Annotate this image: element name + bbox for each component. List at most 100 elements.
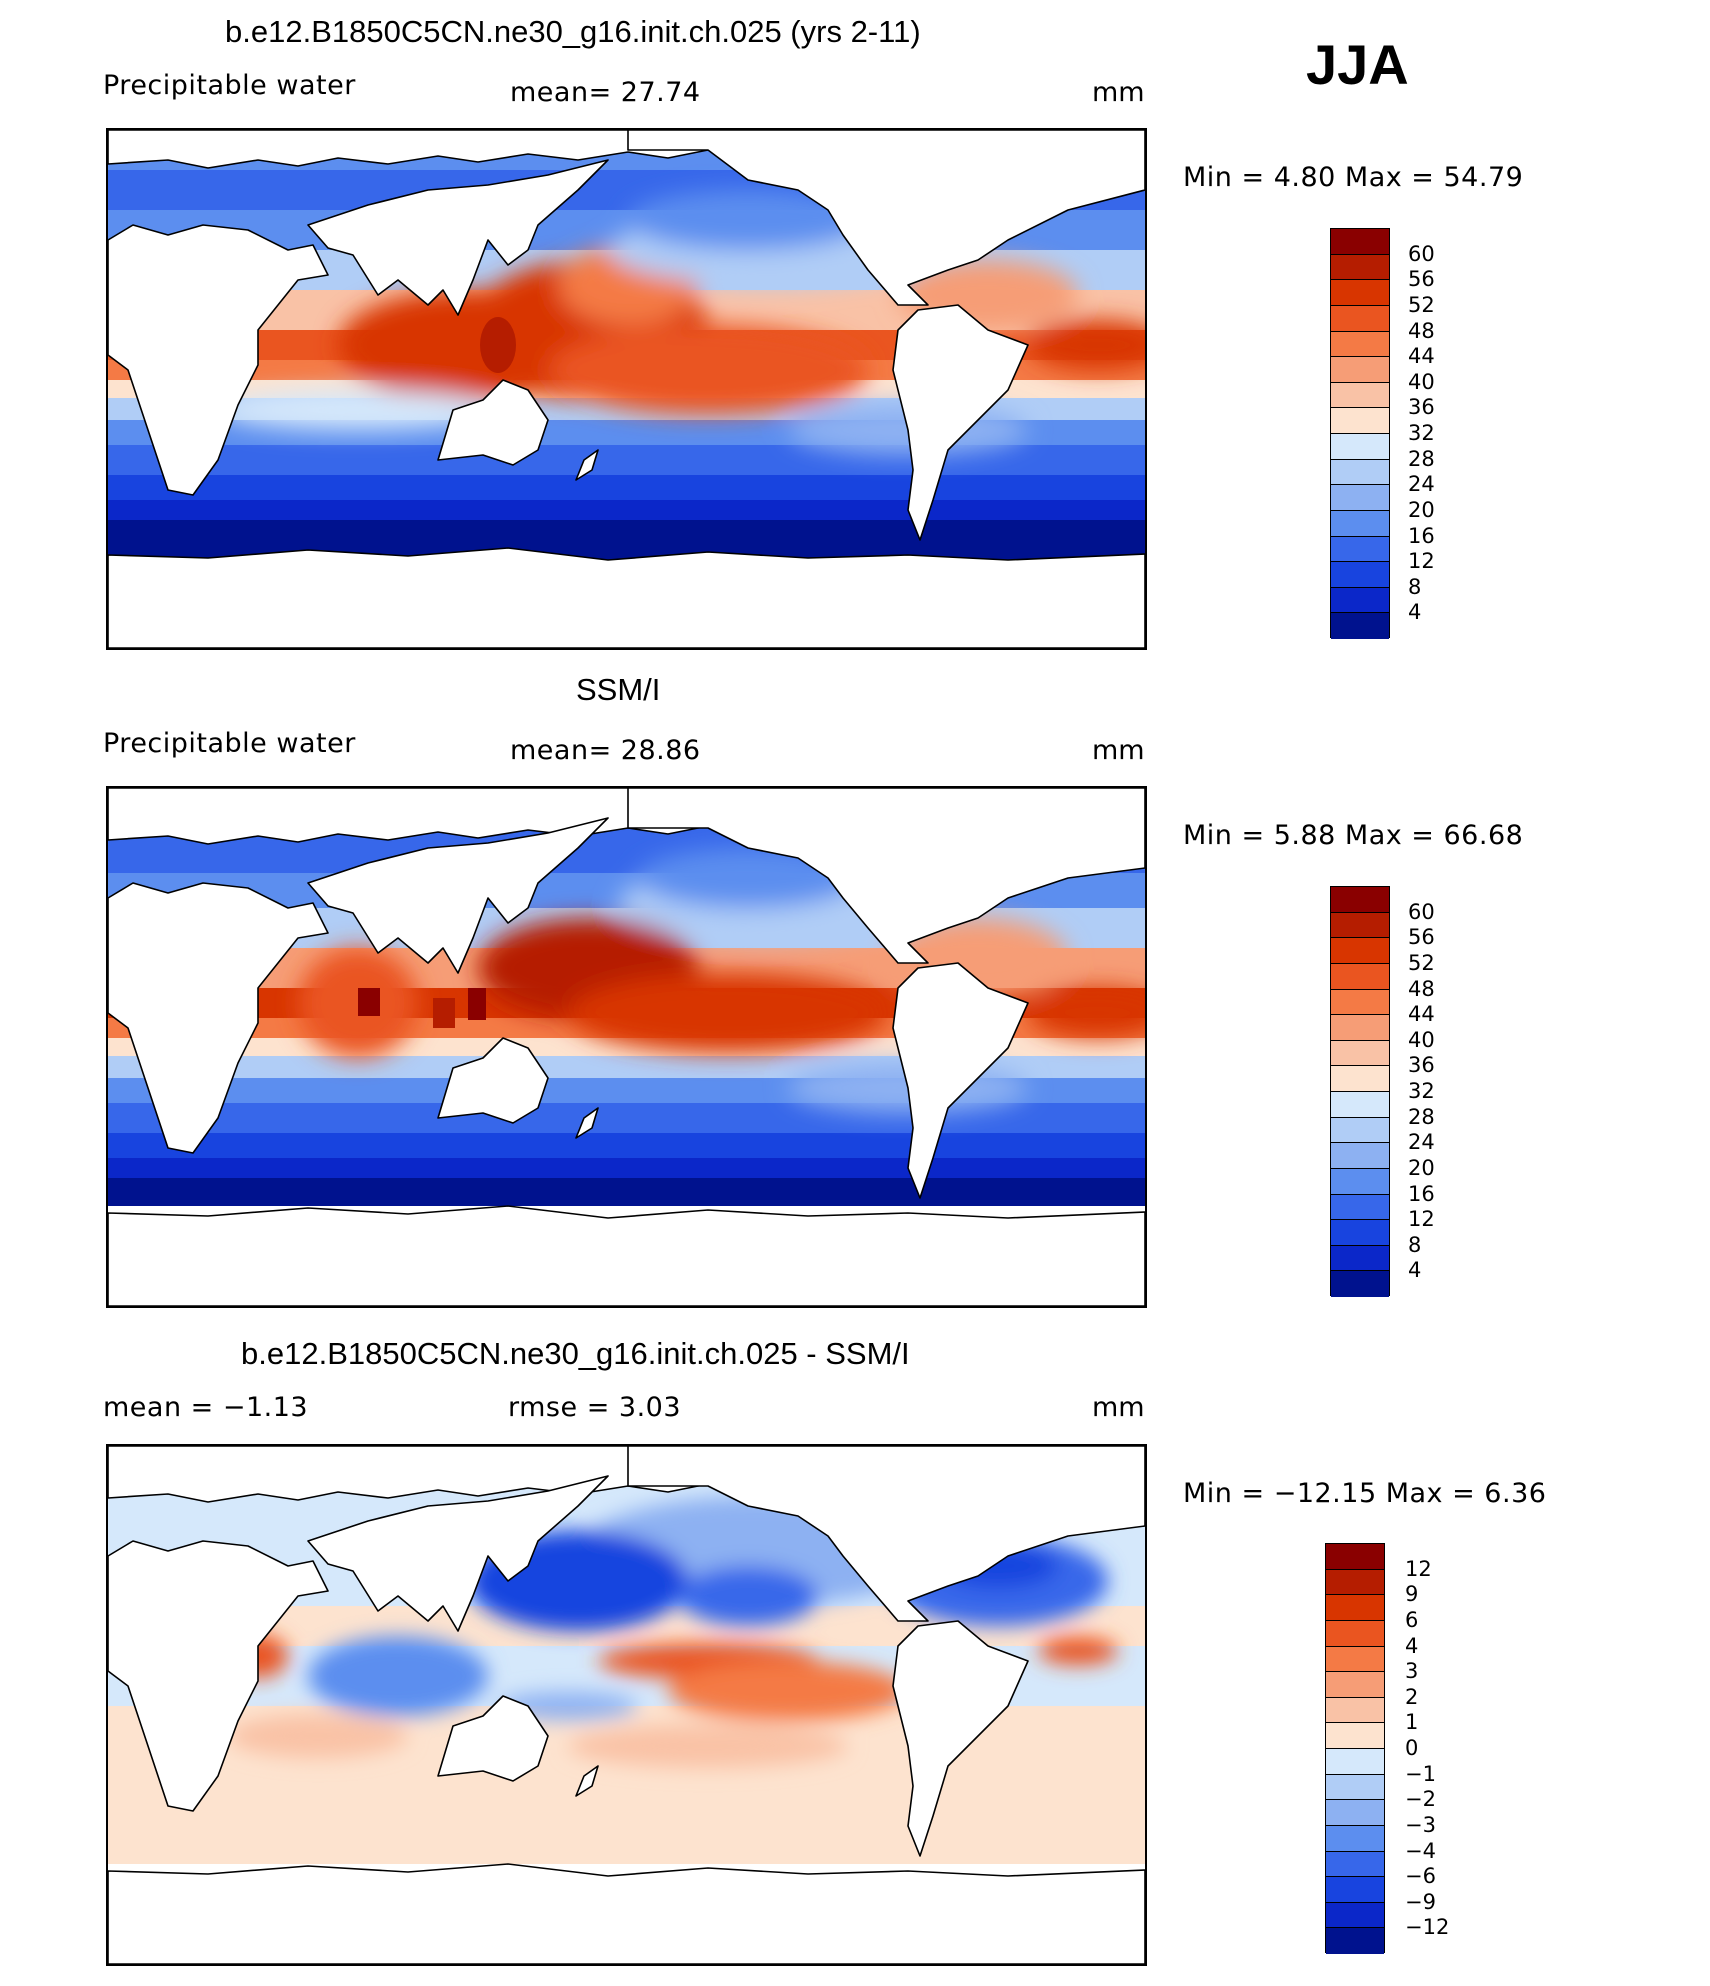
panel1-mean-label: mean= 27.74: [510, 77, 701, 108]
panel1-minmax: Min = 4.80 Max = 54.79: [1183, 162, 1524, 193]
colorbar-swatch: [1331, 434, 1389, 460]
colorbar-swatch: [1326, 1774, 1384, 1801]
colorbar-tick-label: 0: [1405, 1736, 1419, 1760]
colorbar-tick-label: 2: [1405, 1684, 1419, 1709]
colorbar-swatch: [1326, 1569, 1384, 1596]
colorbar-tick-label: 40: [1408, 369, 1435, 394]
colorbar-tick-label: 8: [1408, 574, 1422, 599]
colorbar-tick-label: 44: [1408, 1002, 1435, 1027]
panel2-mean-label: mean= 28.86: [510, 735, 701, 766]
colorbar-swatch: [1331, 229, 1389, 255]
colorbar-tick-label: 24: [1408, 1130, 1435, 1155]
colorbar-tick-label: 60: [1408, 899, 1435, 924]
colorbar-tick-label: 40: [1408, 1027, 1435, 1052]
colorbar-tick-label: 28: [1408, 1104, 1435, 1129]
panel2-minmax: Min = 5.88 Max = 66.68: [1183, 820, 1524, 851]
colorbar-swatch: [1331, 1117, 1389, 1144]
colorbar-swatch: [1331, 587, 1389, 614]
panel1-title: b.e12.B1850C5CN.ne30_g16.init.ch.025 (yr…: [225, 14, 921, 49]
colorbar-tick-label: −4: [1405, 1838, 1436, 1863]
panel2-units: mm: [1092, 735, 1145, 766]
colorbar-tick-label: 60: [1408, 241, 1435, 266]
colorbar-tick-label: −2: [1405, 1787, 1436, 1812]
colorbar-tick-label: 16: [1408, 523, 1435, 548]
colorbar-tick-label: 8: [1408, 1232, 1422, 1257]
colorbar-swatch: [1331, 562, 1389, 588]
colorbar-swatch: [1331, 1194, 1389, 1221]
colorbar-tick-label: 20: [1408, 1155, 1435, 1180]
colorbar-swatch: [1331, 1092, 1389, 1118]
colorbar-tick-label: −6: [1405, 1864, 1436, 1889]
colorbar-swatch: [1326, 1877, 1384, 1903]
panel1-variable-label: Precipitable water: [103, 70, 356, 101]
colorbar-swatch: [1331, 989, 1389, 1016]
colorbar-swatch: [1326, 1749, 1384, 1775]
panel3-map: [106, 1444, 1147, 1966]
colorbar-tick-label: 28: [1408, 446, 1435, 471]
panel2-variable-label: Precipitable water: [103, 728, 356, 759]
panel3-colorbar: [1325, 1543, 1385, 1954]
colorbar-tick-label: 44: [1408, 344, 1435, 369]
panel1-map: [106, 128, 1147, 650]
colorbar-swatch: [1331, 1245, 1389, 1272]
colorbar-tick-label: 32: [1408, 1079, 1435, 1103]
colorbar-tick-label: 20: [1408, 497, 1435, 522]
colorbar-tick-label: 16: [1408, 1181, 1435, 1206]
colorbar-swatch: [1326, 1851, 1384, 1878]
panel1-units: mm: [1092, 77, 1145, 108]
panel3-mean-label: mean = −1.13: [103, 1392, 309, 1423]
colorbar-tick-label: 56: [1408, 925, 1435, 950]
season-label: JJA: [1306, 33, 1409, 96]
colorbar-tick-label: 1: [1405, 1710, 1419, 1735]
colorbar-tick-label: 56: [1408, 267, 1435, 292]
colorbar-swatch: [1326, 1723, 1384, 1749]
colorbar-swatch: [1331, 1271, 1389, 1297]
colorbar-swatch: [1331, 280, 1389, 306]
colorbar-swatch: [1326, 1646, 1384, 1673]
colorbar-swatch: [1326, 1595, 1384, 1621]
colorbar-swatch: [1331, 408, 1389, 434]
colorbar-swatch: [1326, 1672, 1384, 1698]
panel3-minmax: Min = −12.15 Max = 6.36: [1183, 1478, 1547, 1509]
colorbar-tick-label: 12: [1405, 1556, 1432, 1581]
colorbar-tick-label: −1: [1405, 1761, 1436, 1786]
panel2-title: SSM/I: [576, 672, 661, 707]
colorbar-swatch: [1331, 1066, 1389, 1092]
colorbar-tick-label: 9: [1405, 1582, 1419, 1607]
colorbar-tick-label: 3: [1405, 1659, 1419, 1684]
colorbar-swatch: [1331, 331, 1389, 358]
colorbar-tick-label: −3: [1405, 1812, 1436, 1837]
colorbar-tick-label: 36: [1408, 1053, 1435, 1078]
colorbar-tick-label: 4: [1408, 600, 1422, 625]
panel3-rmse-label: rmse = 3.03: [508, 1392, 682, 1423]
panel2-colorbar: [1330, 886, 1390, 1297]
colorbar-swatch: [1331, 536, 1389, 563]
colorbar-tick-label: 6: [1405, 1607, 1419, 1632]
colorbar-swatch: [1331, 938, 1389, 964]
panel1-colorbar-labels: 60 56 52 48 44 40 36 32 28 24 20 16 12 8 4: [1408, 228, 1468, 638]
colorbar-tick-label: 36: [1408, 395, 1435, 420]
colorbar-swatch: [1331, 1168, 1389, 1195]
colorbar-swatch: [1326, 1544, 1384, 1570]
colorbar-swatch: [1331, 459, 1389, 486]
colorbar-tick-label: 52: [1408, 950, 1435, 975]
colorbar-tick-label: 12: [1408, 549, 1435, 574]
colorbar-tick-label: 4: [1405, 1633, 1419, 1658]
colorbar-tick-label: 24: [1408, 472, 1435, 497]
colorbar-swatch: [1326, 1902, 1384, 1929]
colorbar-swatch: [1326, 1697, 1384, 1724]
colorbar-tick-label: 4: [1408, 1258, 1422, 1283]
colorbar-swatch: [1331, 1220, 1389, 1246]
colorbar-swatch: [1331, 510, 1389, 537]
panel3-colorbar-labels: 12 9 6 4 3 2 1 0 −1 −2 −3 −4 −6 −9 −12: [1405, 1543, 1475, 1953]
panel3-units: mm: [1092, 1392, 1145, 1423]
colorbar-tick-label: 48: [1408, 318, 1435, 343]
colorbar-tick-label: 12: [1408, 1207, 1435, 1232]
colorbar-tick-label: 48: [1408, 976, 1435, 1001]
colorbar-swatch: [1326, 1620, 1384, 1647]
colorbar-tick-label: 32: [1408, 421, 1435, 445]
colorbar-tick-label: −12: [1405, 1915, 1450, 1940]
colorbar-swatch: [1331, 1143, 1389, 1169]
colorbar-swatch: [1331, 254, 1389, 281]
colorbar-tick-label: −9: [1405, 1889, 1436, 1914]
